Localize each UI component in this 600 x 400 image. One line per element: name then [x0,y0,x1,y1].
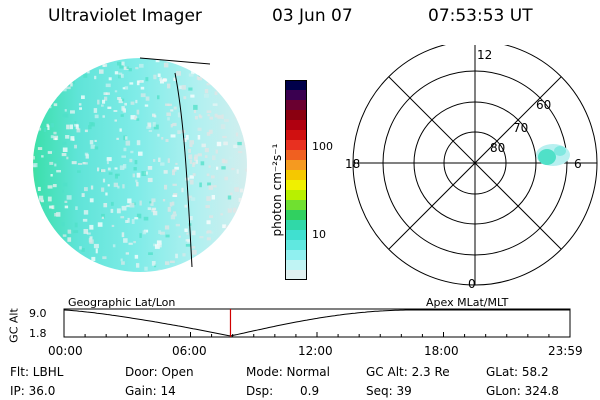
status-glat: GLat: 58.2 [486,365,549,379]
polar-axis-diag2 [388,76,562,250]
polar-label-lat-70: 70 [513,121,528,135]
timeline-xtick-0600: 06:00 [172,344,207,358]
uv-disk-image [33,58,247,272]
uv-image-panel [33,57,247,272]
status-mode: Mode: Normal [246,365,330,379]
altitude-curve [63,309,570,337]
timeline-ytick-top: 9.0 [29,307,47,320]
colorbar-gradient [285,80,307,281]
polar-label-0: 0 [468,277,476,290]
limb-line [139,57,211,65]
status-glon: GLon: 324.8 [486,384,559,398]
timeline-axis-title: GC Alt [7,308,21,343]
timeline-ytick-bottom: 1.8 [29,327,47,340]
status-seq: Seq: 39 [366,384,412,398]
instrument-title: Ultraviolet Imager [48,6,202,26]
colorbar-tick-100: 100 [312,140,333,153]
timeline-left-label: Geographic Lat/Lon [68,296,176,309]
polar-label-lat-60: 60 [536,98,551,112]
timeline-xtick-1200: 12:00 [298,344,333,358]
timeline-xtick-2359: 23:59 [548,344,583,358]
timeline-right-label: Apex MLat/MLT [426,296,509,309]
date-label: 03 Jun 07 [272,6,353,26]
polar-label-lat-80: 80 [490,141,505,155]
time-label: 07:53:53 UT [428,6,533,26]
polar-plot: 12 18 6 0 60 70 80 [345,45,598,290]
status-flt: Flt: LBHL [10,365,64,379]
status-dsp-label: Dsp: [246,384,274,398]
status-dsp-value: 0.9 [300,384,320,398]
colorbar [285,80,307,281]
timeline-xtick-0000: 00:00 [48,344,83,358]
polar-label-12: 12 [477,48,492,62]
terminator-line [174,72,193,268]
polar-label-6: 6 [574,157,582,171]
status-gc-alt: GC Alt: 2.3 Re [366,365,450,379]
polar-label-18: 18 [345,157,360,171]
timeline-xtick-1800: 18:00 [424,344,459,358]
colorbar-unit-label: photon cm⁻²s⁻¹ [270,143,284,237]
timeline-plot [63,308,571,338]
colorbar-tick-10: 10 [312,228,326,241]
status-ip: IP: 36.0 [10,384,56,398]
polar-uv-patch [536,144,570,166]
status-gain: Gain: 14 [125,384,176,398]
status-door: Door: Open [125,365,194,379]
